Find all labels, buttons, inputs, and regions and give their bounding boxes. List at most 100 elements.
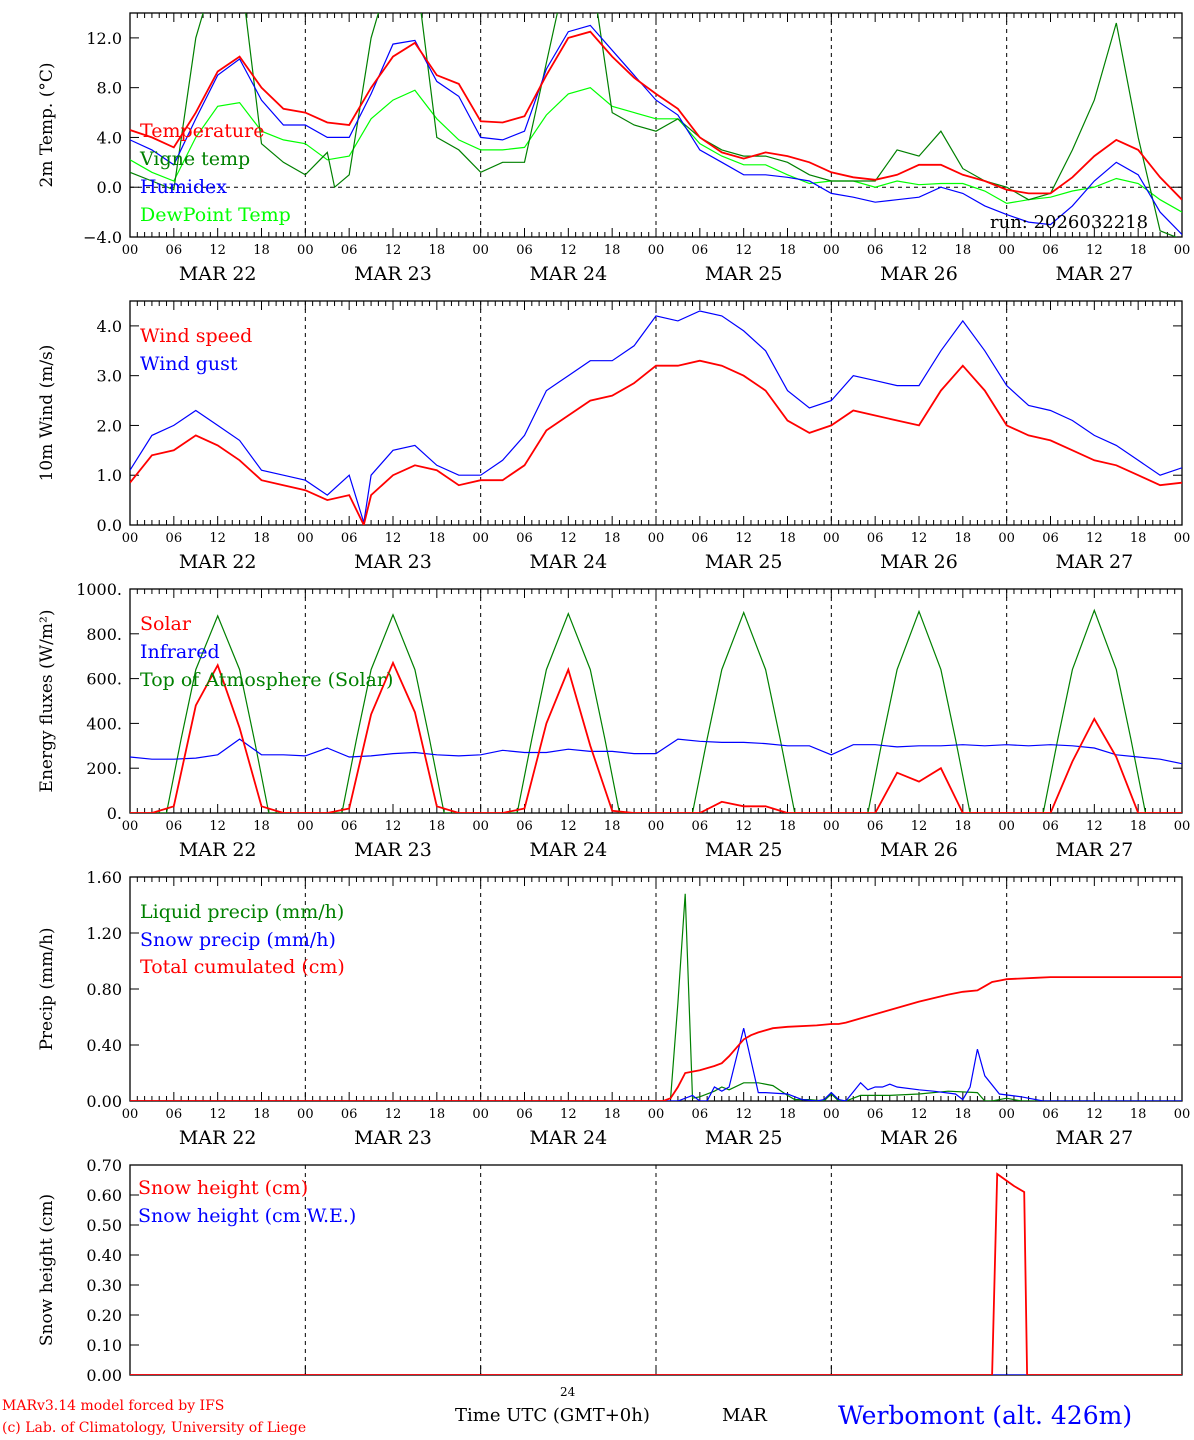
x-tick-label: 06 [1042, 1107, 1059, 1122]
x-tick-label: 12 [735, 243, 752, 258]
x-tick-label: 18 [955, 1107, 972, 1122]
y-tick-label: 0.40 [86, 1036, 122, 1055]
y-axis-label: Precip (mm/h) [37, 927, 57, 1050]
legend-entry: Wind speed [140, 325, 252, 347]
y-axis-label: Energy fluxes (W/m²) [37, 610, 57, 793]
x-tick-label: 00 [472, 243, 489, 258]
x-tick-label: 06 [166, 531, 183, 546]
y-tick-label: 1.0 [97, 466, 122, 485]
series-line-snow-precip-mm-h [130, 1028, 1182, 1101]
y-tick-label: 1000. [76, 580, 122, 599]
x-tick-label: 00 [472, 1107, 489, 1122]
x-tick-label: 06 [166, 243, 183, 258]
legend-entry: Temperature [140, 120, 264, 142]
y-tick-label: 4.0 [97, 317, 122, 336]
y-tick-label: 1.60 [86, 868, 122, 887]
y-tick-label: 200. [86, 759, 122, 778]
x-tick-label: 18 [955, 243, 972, 258]
x-tick-label: 18 [429, 243, 446, 258]
day-label: MAR 24 [529, 839, 607, 861]
x-tick-label: 12 [1086, 819, 1103, 834]
y-tick-label: −4.0 [83, 228, 122, 247]
x-tick-label: 00 [297, 819, 314, 834]
x-tick-label: 06 [1042, 819, 1059, 834]
x-tick-label: 12 [911, 819, 928, 834]
x-tick-label: 06 [341, 1107, 358, 1122]
model-credit: MARv3.14 model forced by IFS [2, 1398, 225, 1414]
x-tick-label: 06 [341, 243, 358, 258]
x-tick-label: 00 [823, 243, 840, 258]
y-axis-label: 2m Temp. (°C) [37, 62, 57, 187]
x-tick-label: 18 [1130, 1107, 1147, 1122]
x-tick-label: 12 [560, 819, 577, 834]
panel-2: 00 06 12 18 00 06 12 18 00 06 12 18 00 06 12 18 00 06 12 18… [37, 300, 1190, 573]
y-tick-label: 0.70 [86, 1156, 122, 1175]
day-label: MAR 26 [880, 551, 958, 573]
x-tick-label: 06 [867, 819, 884, 834]
x-tick-label: 00 [122, 243, 139, 258]
x-tick-label: 18 [955, 819, 972, 834]
x-tick-label: 12 [209, 1107, 226, 1122]
x-tick-label: 06 [516, 1107, 533, 1122]
x-tick-label: 06 [692, 819, 709, 834]
legend-entry: Infrared [140, 641, 220, 663]
x-axis-title: Time UTC (GMT+0h) [455, 1405, 650, 1426]
series-line-vigne-temp [130, 13, 1178, 237]
y-tick-label: 0.40 [86, 1246, 122, 1265]
station-name: Werbomont (alt. 426m) [838, 1401, 1133, 1430]
x-tick-label: 18 [604, 243, 621, 258]
x-tick-label: 12 [385, 1107, 402, 1122]
x-tick-label: 00 [648, 531, 665, 546]
series-line-liquid-precip-mm-h [130, 893, 1182, 1101]
legend-entry: DewPoint Temp [140, 204, 291, 226]
x-tick-label: 00 [472, 819, 489, 834]
y-tick-label: 0.50 [86, 1216, 122, 1235]
y-tick-label: 0.0 [97, 178, 122, 197]
panel-3: 00 06 12 18 00 06 12 18 00 06 12 18 00 06 12 18 00 06 12 18… [37, 580, 1190, 861]
day-label: MAR 22 [179, 1127, 257, 1149]
x-tick-label: 00 [1174, 1107, 1191, 1122]
x-tick-label: 18 [604, 531, 621, 546]
x-tick-label: 12 [209, 243, 226, 258]
x-tick-label: 12 [385, 531, 402, 546]
day-label: MAR 26 [880, 263, 958, 285]
series-line-infrared [130, 738, 1182, 765]
day-label: MAR 27 [1055, 551, 1133, 573]
x-tick-label: 00 [823, 819, 840, 834]
y-tick-label: 0.60 [86, 1186, 122, 1205]
x-tick-label: 00 [648, 819, 665, 834]
series-line-dewpoint-temp [130, 87, 1182, 213]
x-tick-label: 18 [779, 531, 796, 546]
y-tick-label: 0.80 [86, 980, 122, 999]
copyright-credit: (c) Lab. of Climatology, University of L… [2, 1420, 307, 1436]
y-tick-label: 800. [86, 625, 122, 644]
x-tick-label: 06 [1042, 531, 1059, 546]
x-tick-label: 00 [122, 819, 139, 834]
day-label: MAR 25 [705, 551, 783, 573]
x-tick-label: 00 [648, 1107, 665, 1122]
legend-entry: Snow precip (mm/h) [140, 929, 336, 951]
x-tick-label: 00 [823, 531, 840, 546]
x-tick-label: 18 [253, 1107, 270, 1122]
panel-4: 00 06 12 18 00 06 12 18 00 06 12 18 00 06 12 18 00 06 12 18… [37, 868, 1190, 1149]
x-tick-label: 18 [955, 531, 972, 546]
day-label: MAR 23 [354, 263, 432, 285]
x-tick-label: 12 [560, 531, 577, 546]
x-tick-label: 18 [779, 1107, 796, 1122]
y-axis-label: 10m Wind (m/s) [37, 345, 57, 482]
day-label: MAR 27 [1055, 263, 1133, 285]
y-tick-label: 4.0 [97, 128, 122, 147]
x-tick-label: 12 [735, 1107, 752, 1122]
x-tick-label: 06 [1042, 243, 1059, 258]
x-tick-label: 18 [1130, 819, 1147, 834]
series-line-total-cumulated-cm [130, 976, 1182, 1101]
x-tick-label: 18 [253, 531, 270, 546]
x-tick-label: 18 [429, 819, 446, 834]
x-tick-label: 12 [911, 531, 928, 546]
run-label: run: 2026032218 [990, 212, 1148, 233]
x-tick-label: 18 [253, 819, 270, 834]
day-label: MAR 25 [705, 1127, 783, 1149]
day-label: MAR 24 [529, 551, 607, 573]
x-tick-label: 12 [1086, 531, 1103, 546]
